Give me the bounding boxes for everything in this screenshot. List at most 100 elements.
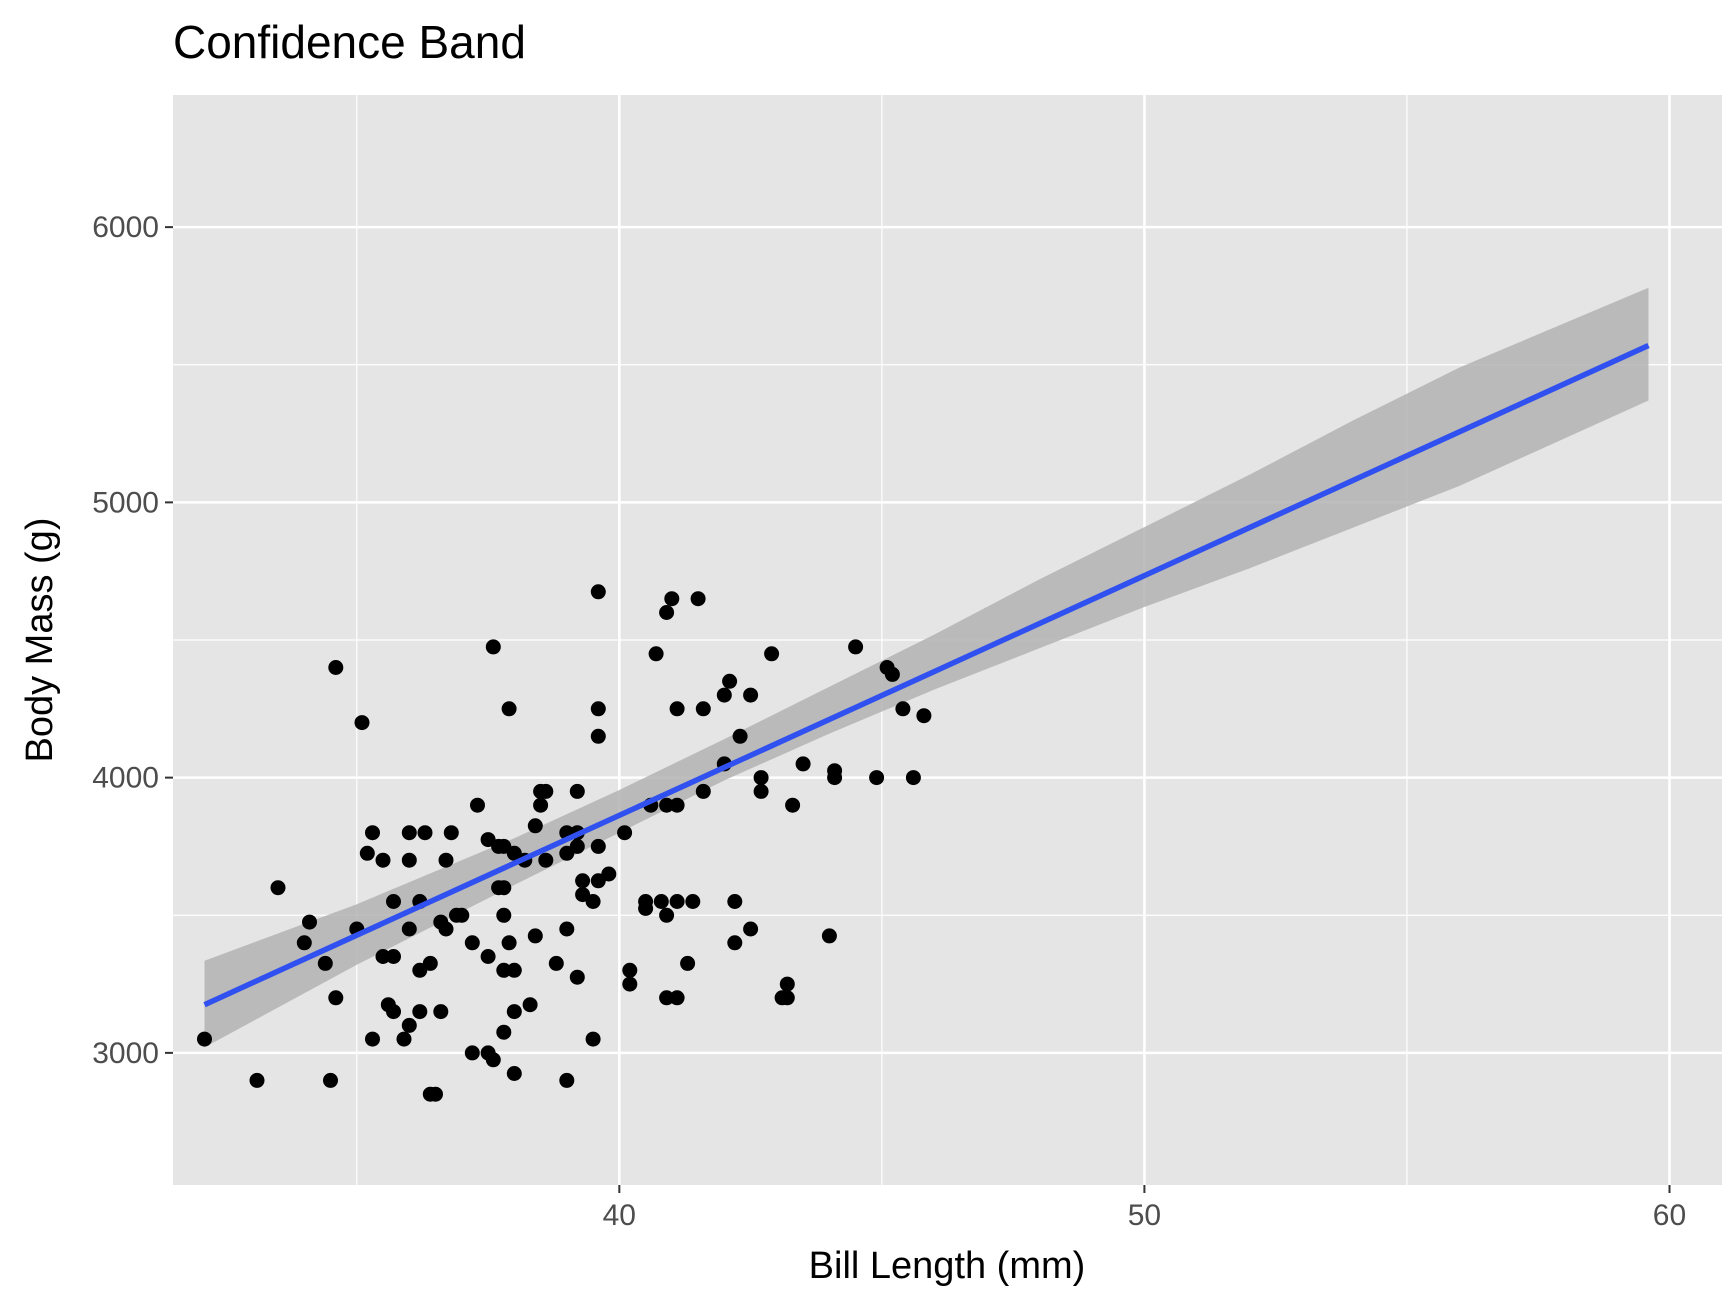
data-point — [496, 962, 512, 978]
data-point — [527, 818, 543, 834]
data-point — [648, 646, 664, 662]
data-point — [569, 838, 585, 854]
data-point — [501, 701, 517, 717]
data-point — [669, 894, 685, 909]
data-point — [569, 969, 585, 985]
data-point — [454, 907, 470, 923]
data-point — [727, 935, 743, 951]
data-point — [464, 935, 480, 951]
y-tick-label: 4000 — [92, 762, 159, 795]
data-point — [354, 715, 370, 731]
data-point — [695, 783, 711, 799]
data-point — [548, 955, 564, 971]
data-point — [438, 852, 454, 868]
data-point — [506, 1004, 522, 1020]
data-point — [659, 797, 675, 813]
data-point — [401, 921, 417, 937]
data-point — [590, 584, 606, 600]
data-point — [764, 646, 780, 662]
data-point — [569, 783, 585, 799]
data-point — [359, 845, 375, 861]
data-point — [690, 591, 706, 607]
data-point — [869, 770, 885, 786]
data-point — [464, 1045, 480, 1061]
data-point — [585, 1031, 601, 1047]
x-tick-label: 40 — [603, 1199, 636, 1232]
data-point — [601, 866, 617, 882]
x-axis-ticks: 40 50 60 — [603, 1185, 1686, 1232]
data-point — [496, 1024, 512, 1040]
data-point — [590, 838, 606, 854]
data-point — [732, 728, 748, 744]
data-point — [443, 825, 459, 841]
y-tick-label: 6000 — [92, 211, 159, 244]
data-point — [722, 673, 738, 689]
data-point — [527, 928, 543, 944]
data-point — [795, 756, 811, 772]
data-point — [884, 666, 900, 682]
data-point — [365, 825, 380, 841]
data-point — [538, 783, 554, 799]
data-point — [328, 660, 344, 675]
data-point — [669, 701, 685, 717]
data-point — [323, 1072, 338, 1088]
data-point — [695, 701, 711, 717]
data-point — [496, 880, 512, 896]
data-point — [428, 1086, 443, 1102]
data-point — [669, 990, 685, 1006]
data-point — [785, 797, 801, 813]
data-point — [422, 955, 438, 971]
y-tick-label: 5000 — [92, 486, 159, 519]
data-point — [412, 1004, 428, 1020]
data-point — [680, 955, 696, 971]
y-tick-label: 3000 — [92, 1037, 159, 1070]
data-point — [617, 825, 633, 841]
data-point — [328, 990, 344, 1006]
data-point — [302, 914, 317, 930]
data-point — [522, 997, 538, 1013]
data-point — [417, 825, 433, 841]
data-point — [779, 990, 795, 1006]
y-axis-ticks: 3000 4000 5000 6000 — [92, 211, 173, 1070]
data-point — [438, 921, 454, 937]
data-point — [386, 894, 401, 909]
data-points — [197, 584, 932, 1102]
data-point — [485, 1052, 501, 1068]
grid-major — [173, 95, 1722, 1185]
data-point — [905, 770, 921, 786]
data-point — [659, 605, 675, 620]
data-point — [270, 880, 286, 896]
data-point — [365, 1031, 380, 1047]
data-point — [622, 962, 638, 978]
data-point — [669, 797, 685, 813]
data-point — [501, 935, 517, 951]
data-point — [533, 797, 549, 813]
data-point — [716, 687, 732, 703]
x-tick-label: 50 — [1128, 1199, 1161, 1232]
data-point — [753, 770, 769, 786]
data-point — [590, 728, 606, 744]
y-axis-title: Body Mass (g) — [19, 518, 61, 763]
data-point — [590, 701, 606, 717]
data-point — [916, 708, 932, 724]
data-point — [575, 873, 591, 889]
fit-line-layer — [203, 342, 1650, 1008]
chart-title: Confidence Band — [173, 16, 526, 68]
data-point — [496, 907, 512, 923]
data-point — [685, 894, 701, 909]
data-point — [375, 949, 391, 964]
data-point — [821, 928, 837, 944]
data-point — [743, 687, 759, 703]
data-point — [743, 921, 759, 937]
data-point — [895, 701, 911, 717]
x-axis-title: Bill Length (mm) — [809, 1245, 1086, 1287]
data-point — [659, 990, 675, 1006]
data-point — [779, 976, 795, 992]
data-point — [653, 894, 669, 909]
data-point — [480, 949, 496, 964]
data-point — [559, 921, 575, 937]
data-point — [401, 852, 417, 868]
data-point — [659, 907, 675, 923]
data-point — [249, 1072, 265, 1088]
